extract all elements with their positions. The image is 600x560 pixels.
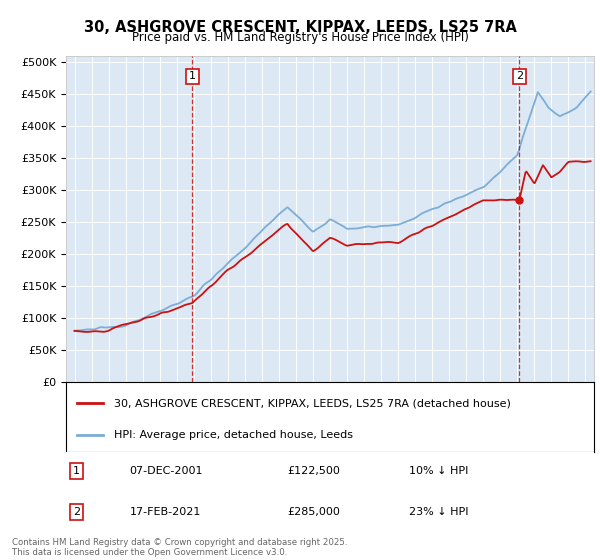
Text: Price paid vs. HM Land Registry's House Price Index (HPI): Price paid vs. HM Land Registry's House … [131,31,469,44]
Text: 1: 1 [189,72,196,81]
Text: 17-FEB-2021: 17-FEB-2021 [130,507,201,517]
Text: 30, ASHGROVE CRESCENT, KIPPAX, LEEDS, LS25 7RA: 30, ASHGROVE CRESCENT, KIPPAX, LEEDS, LS… [83,20,517,35]
Text: 2: 2 [516,72,523,81]
Text: 1: 1 [73,466,80,476]
Text: 07-DEC-2001: 07-DEC-2001 [130,466,203,476]
Text: 10% ↓ HPI: 10% ↓ HPI [409,466,469,476]
Text: 23% ↓ HPI: 23% ↓ HPI [409,507,469,517]
Text: HPI: Average price, detached house, Leeds: HPI: Average price, detached house, Leed… [113,430,353,440]
Text: £122,500: £122,500 [288,466,341,476]
Text: Contains HM Land Registry data © Crown copyright and database right 2025.
This d: Contains HM Land Registry data © Crown c… [12,538,347,557]
Text: £285,000: £285,000 [288,507,341,517]
Text: 30, ASHGROVE CRESCENT, KIPPAX, LEEDS, LS25 7RA (detached house): 30, ASHGROVE CRESCENT, KIPPAX, LEEDS, LS… [113,398,511,408]
Text: 2: 2 [73,507,80,517]
